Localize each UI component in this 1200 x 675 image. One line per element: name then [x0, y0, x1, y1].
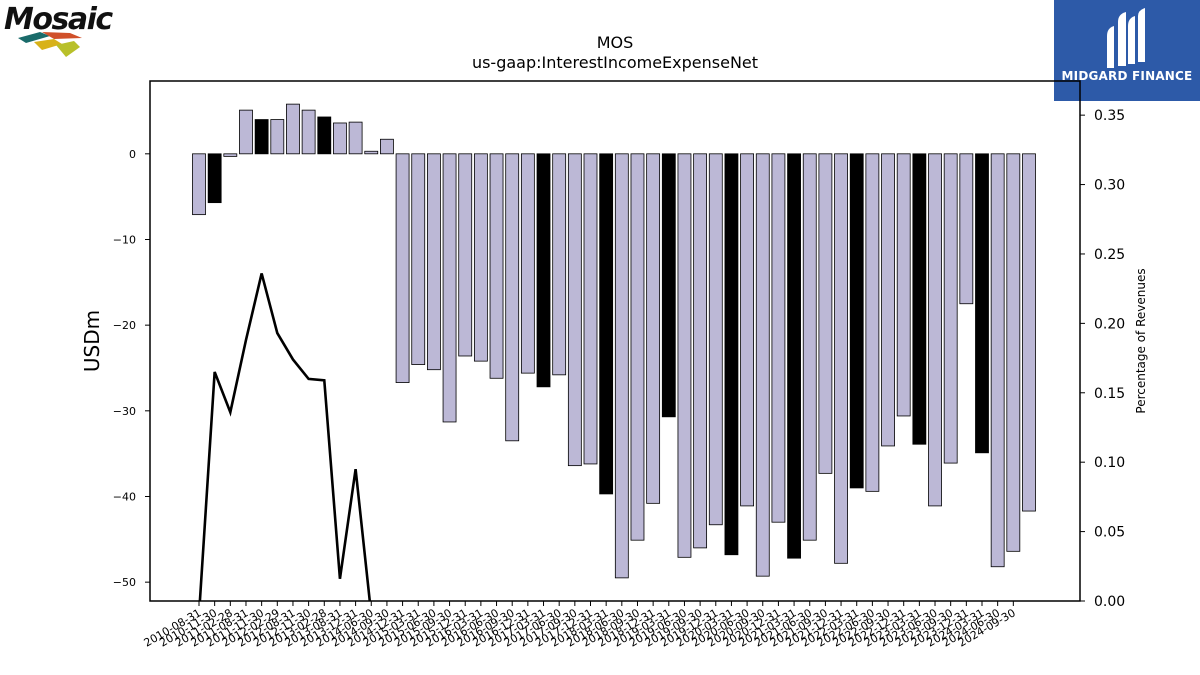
y-tick-label: −20: [113, 319, 136, 332]
y2-tick-label: 0.15: [1094, 386, 1125, 402]
bar-2011-11-30: [254, 119, 269, 155]
bar-2013-02-28: [317, 116, 332, 155]
chart-subtitle: us-gaap:InterestIncomeExpenseNet: [472, 53, 758, 72]
chart-title: MOS: [597, 33, 634, 52]
bar-2023-03-31: [912, 153, 927, 445]
bar-2018-03-31: [599, 153, 614, 495]
bar-2023-12-31: [959, 153, 974, 305]
y-tick-label: 0: [129, 148, 136, 161]
bar-2012-08-31: [286, 103, 300, 155]
bar-2020-09-30: [755, 153, 770, 577]
bar-2018-06-30: [614, 153, 629, 579]
y-axis-label: USDm: [80, 310, 104, 372]
bar-2022-03-31: [849, 153, 864, 489]
y-tick-label: −10: [113, 233, 136, 246]
plot-frame: [149, 80, 1081, 602]
midgard-mark-icon: [1107, 8, 1145, 68]
bar-2020-06-30: [740, 153, 754, 507]
bar-2018-12-31: [646, 153, 661, 504]
y2-axis-label: Percentage of Revenues: [1134, 268, 1148, 413]
y2-tick-label: 0.35: [1094, 108, 1125, 124]
bar-undefined: [1022, 153, 1036, 512]
bar-2022-12-31: [896, 153, 911, 417]
bar-2011-02-28: [223, 153, 238, 157]
bar-2024-06-30: [990, 153, 1005, 568]
bar-2015-12-31: [458, 153, 473, 357]
bar-2019-12-31: [708, 153, 723, 526]
bar-2015-06-30: [426, 153, 441, 371]
bar-2015-03-31: [411, 153, 426, 365]
revenue-percentage-line: [198, 273, 372, 601]
bar-2012-02-29: [270, 119, 285, 155]
bar-2011-08-31: [239, 109, 253, 155]
bar-2013-12-31: [348, 121, 363, 155]
bar-2020-03-31: [724, 153, 739, 556]
bar-2014-12-31: [395, 153, 410, 383]
bar-2016-03-31: [473, 153, 488, 362]
y-tick-label: −30: [113, 405, 136, 418]
y2-tick-label: 0.20: [1094, 316, 1125, 332]
bar-2010-08-31: [192, 153, 206, 216]
y-tick-label: −40: [113, 490, 136, 503]
midgard-finance-logo: MIDGARD FINANCE: [1054, 0, 1200, 101]
bar-2012-11-30: [301, 109, 316, 155]
bar-2022-09-30: [881, 153, 895, 447]
bar-2010-11-30: [207, 153, 222, 204]
bar-2016-09-30: [505, 153, 520, 442]
y2-tick-label: 0.25: [1094, 247, 1125, 263]
bar-2015-09-30: [442, 153, 457, 423]
y-axis-left: 0 −10 −20 −30 −40 −50: [113, 148, 150, 589]
bar-2021-03-31: [787, 153, 801, 559]
bar-2013-08-31: [333, 122, 347, 155]
bar-2019-09-30: [693, 153, 708, 549]
bar-2021-06-30: [802, 153, 817, 541]
bar-series: [192, 103, 1036, 579]
mosaic-logo: Mosaic: [4, 2, 129, 60]
bar-2019-06-30: [677, 153, 692, 558]
bar-2014-09-30: [380, 138, 394, 155]
y2-tick-label: 0.30: [1094, 178, 1125, 194]
midgard-logo-text: MIDGARD FINANCE: [1061, 69, 1193, 83]
bar-2016-06-30: [489, 153, 504, 379]
bar-2021-09-30: [818, 153, 833, 474]
revenue-percentage-line-path: [198, 273, 372, 601]
y2-tick-label: 0.05: [1094, 525, 1125, 541]
bar-2020-12-31: [771, 153, 786, 523]
bar-2024-09-30: [1006, 153, 1021, 552]
y-tick-label: −50: [113, 576, 136, 589]
bar-2017-12-31: [583, 153, 598, 465]
bar-2014-06-30: [364, 150, 379, 155]
bar-2019-03-31: [661, 153, 676, 418]
mosaic-logo-text: Mosaic: [4, 2, 113, 37]
y2-tick-label: 0.10: [1094, 455, 1125, 471]
bar-2016-12-31: [520, 153, 535, 374]
bar-2017-03-31: [536, 153, 551, 388]
bar-2023-06-30: [928, 153, 942, 507]
y-axis-right: 0.00 0.05 0.10 0.15 0.20 0.25 0.30 0.35: [1080, 108, 1125, 610]
y2-tick-label: 0.00: [1094, 594, 1125, 610]
bar-2024-03-31: [975, 153, 989, 454]
bar-2017-09-30: [567, 153, 582, 467]
x-axis: 2010-08-312010-11-302011-02-282011-08-31…: [142, 601, 1018, 650]
bar-2023-09-30: [943, 153, 958, 464]
bar-2018-09-30: [630, 153, 645, 541]
bar-2017-06-30: [552, 153, 567, 376]
bar-2022-06-30: [865, 153, 880, 492]
mosaic-logo-tiles-icon: [18, 32, 82, 57]
bar-2021-12-31: [834, 153, 848, 564]
